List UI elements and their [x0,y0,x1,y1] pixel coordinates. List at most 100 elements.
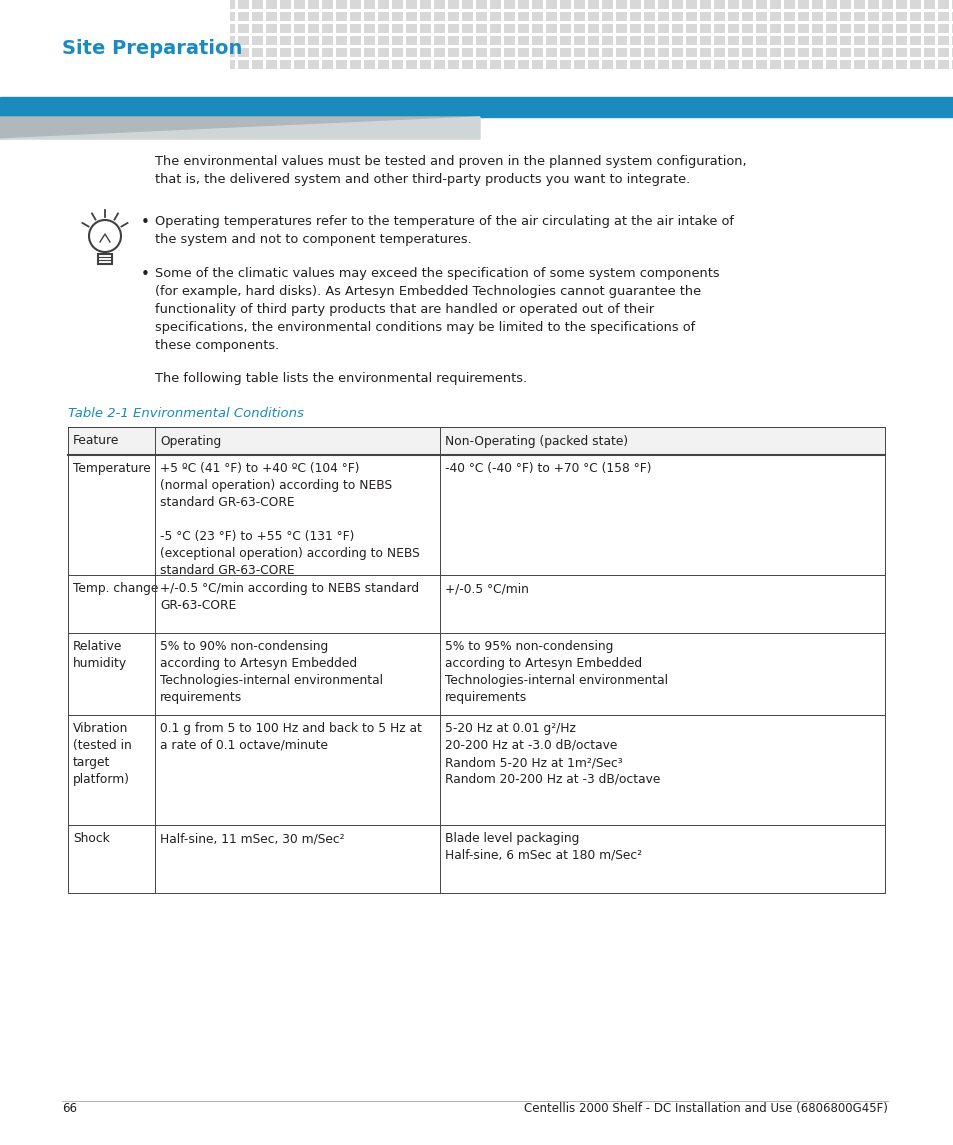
Bar [545,60,557,69]
Bar [419,48,431,57]
Bar [923,11,934,21]
Bar [923,24,934,33]
Bar [517,35,529,45]
Bar [895,48,906,57]
Bar [629,0,640,9]
Bar [168,11,179,21]
Bar [601,60,613,69]
Bar [951,48,953,57]
Bar [140,0,151,9]
Bar [587,11,598,21]
Bar [882,11,892,21]
Text: Table 2-1 Environmental Conditions: Table 2-1 Environmental Conditions [68,406,304,420]
Bar [559,0,571,9]
Bar [867,48,878,57]
Bar [532,0,542,9]
Bar [224,60,234,69]
Bar [755,35,766,45]
Bar [84,60,95,69]
Bar [406,60,416,69]
Bar [224,11,234,21]
Bar [406,35,416,45]
Bar [224,0,234,9]
Bar [168,0,179,9]
Bar [853,24,864,33]
Bar [741,60,752,69]
Bar [783,11,794,21]
Bar [461,11,473,21]
Bar [322,0,333,9]
Bar [895,60,906,69]
Bar [643,35,655,45]
Bar [28,48,39,57]
Bar [68,826,884,893]
Bar [643,11,655,21]
Bar [811,0,822,9]
Bar [545,48,557,57]
Bar [700,48,710,57]
Bar [643,24,655,33]
Bar [42,48,53,57]
Bar [70,60,81,69]
Bar [56,48,67,57]
Bar [434,24,444,33]
Text: The following table lists the environmental requirements.: The following table lists the environmen… [154,372,527,385]
Bar [658,0,668,9]
Bar [210,35,221,45]
Bar [882,35,892,45]
Bar [294,0,305,9]
Bar [587,0,598,9]
Bar [867,24,878,33]
Bar [237,11,249,21]
Bar [755,0,766,9]
Bar [545,0,557,9]
Bar [364,11,375,21]
Bar [98,0,109,9]
Bar [335,48,347,57]
Bar [98,24,109,33]
Bar [350,48,360,57]
Bar [741,11,752,21]
Bar [783,60,794,69]
Bar [923,35,934,45]
Bar [84,24,95,33]
Bar [895,11,906,21]
Bar [308,11,318,21]
Bar [140,60,151,69]
Bar [601,11,613,21]
Bar [616,48,626,57]
Bar [98,60,109,69]
Bar [68,575,884,633]
Bar [406,48,416,57]
Bar [882,60,892,69]
Bar [867,35,878,45]
Bar [840,60,850,69]
Bar [126,35,137,45]
Bar [895,35,906,45]
Polygon shape [0,117,479,139]
Bar [308,48,318,57]
Bar [280,11,291,21]
Text: -40 °C (-40 °F) to +70 °C (158 °F): -40 °C (-40 °F) to +70 °C (158 °F) [444,461,651,475]
Bar [574,48,584,57]
Bar [70,35,81,45]
Bar [252,24,263,33]
Text: Vibration
(tested in
target
platform): Vibration (tested in target platform) [73,722,132,785]
Bar [643,48,655,57]
Bar [909,60,920,69]
Text: 5% to 90% non-condensing
according to Artesyn Embedded
Technologies-internal env: 5% to 90% non-condensing according to Ar… [160,640,382,704]
Bar [28,35,39,45]
Bar [840,0,850,9]
Bar [448,24,458,33]
Bar [126,24,137,33]
Bar [783,35,794,45]
Bar [392,48,402,57]
Bar [280,48,291,57]
Bar [350,11,360,21]
Bar [266,35,276,45]
Bar [153,35,165,45]
Bar [825,60,836,69]
Text: Non-Operating (packed state): Non-Operating (packed state) [444,434,627,448]
Bar [294,60,305,69]
Bar [364,60,375,69]
